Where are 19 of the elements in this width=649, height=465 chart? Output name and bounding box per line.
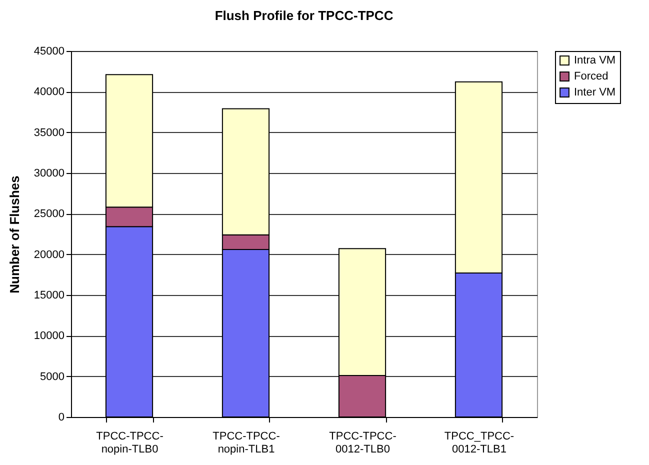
legend-label: Intra VM (574, 54, 616, 66)
x-tick-label: TPCC-TPCC-nopin-TLB0 (96, 430, 164, 456)
x-tick-label: TPCC_TPCC-0012-TLB1 (444, 430, 514, 456)
y-tick-label: 45000 (34, 46, 64, 58)
y-axis-title: Number of Flushes (6, 176, 22, 294)
y-tick-label: 25000 (34, 208, 64, 220)
y-tick-label: 30000 (34, 168, 64, 180)
y-tick-label: 0 (58, 412, 64, 424)
y-tick-label: 10000 (34, 330, 64, 342)
y-tick-label: 35000 (34, 126, 64, 139)
legend-label: Forced (574, 70, 608, 82)
y-tick-label: 40000 (34, 86, 64, 98)
legend-label: Inter VM (574, 86, 616, 98)
x-tick-label: TPCC-TPCC-0012-TLB0 (329, 430, 397, 456)
x-tick-label: TPCC-TPCC-nopin-TLB1 (212, 430, 280, 456)
y-tick-label: 5000 (40, 370, 64, 383)
chart-title: Flush Profile for TPCC-TPCC (214, 8, 394, 23)
y-tick-label: 20000 (34, 248, 64, 261)
y-tick-label: 15000 (34, 290, 64, 302)
